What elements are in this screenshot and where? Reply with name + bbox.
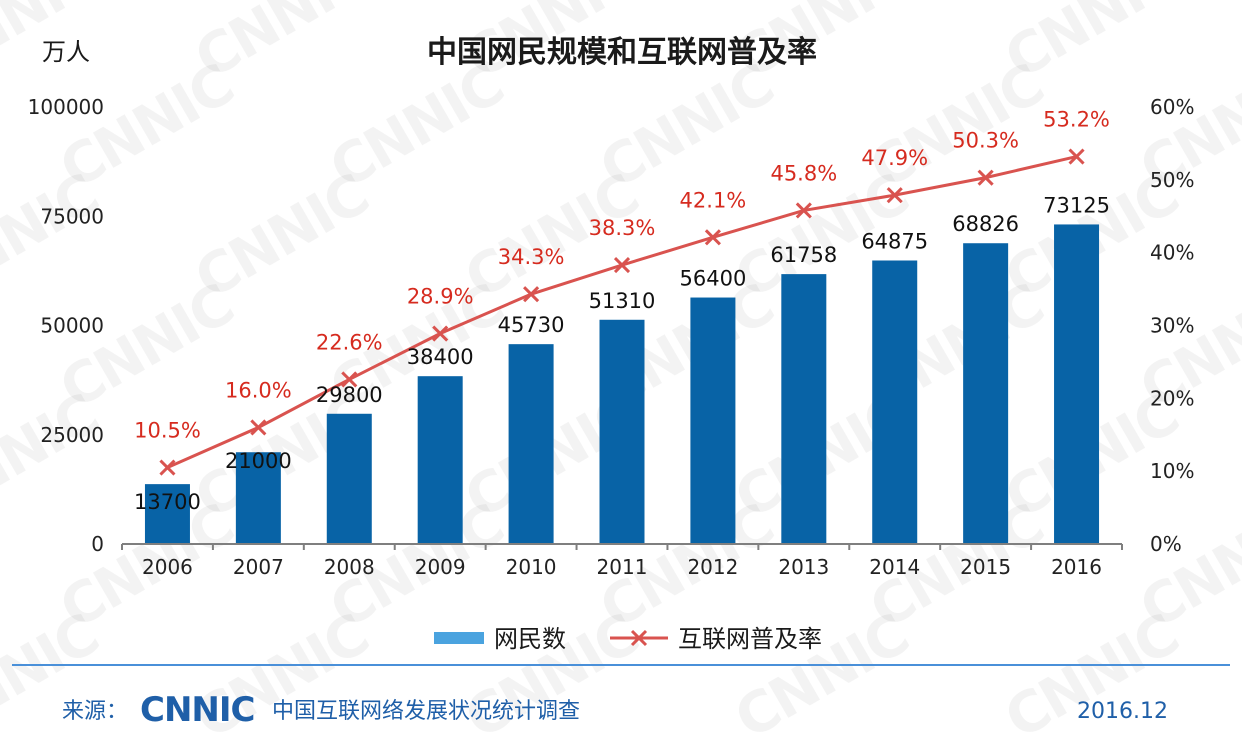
bar-value-label: 38400 bbox=[407, 345, 474, 369]
bar-value-label: 29800 bbox=[316, 383, 383, 407]
x-tick-label: 2016 bbox=[1051, 555, 1102, 579]
left-tick-label: 25000 bbox=[40, 423, 104, 447]
line-value-label: 50.3% bbox=[952, 129, 1019, 153]
bar-value-label: 51310 bbox=[589, 289, 656, 313]
legend-line-label: 互联网普及率 bbox=[678, 625, 822, 653]
x-tick-label: 2006 bbox=[142, 555, 193, 579]
bar-value-label: 61758 bbox=[770, 243, 837, 267]
right-tick-label: 0% bbox=[1150, 532, 1182, 556]
right-tick-label: 30% bbox=[1150, 314, 1194, 338]
x-tick-label: 2011 bbox=[597, 555, 648, 579]
x-tick-label: 2012 bbox=[687, 555, 738, 579]
line-value-label: 38.3% bbox=[589, 216, 656, 240]
line-value-label: 22.6% bbox=[316, 330, 383, 354]
line-value-label: 10.5% bbox=[134, 419, 201, 443]
line-marker bbox=[523, 286, 540, 303]
bar-value-label: 13700 bbox=[134, 490, 201, 514]
right-tick-label: 50% bbox=[1150, 168, 1194, 192]
legend-line-marker bbox=[630, 629, 648, 647]
bar-value-label: 73125 bbox=[1043, 193, 1110, 217]
bar-value-label: 21000 bbox=[225, 449, 292, 473]
bar bbox=[508, 344, 554, 544]
x-tick-label: 2008 bbox=[324, 555, 375, 579]
line-marker bbox=[1068, 148, 1085, 165]
right-tick-label: 40% bbox=[1150, 241, 1194, 265]
x-tick-label: 2009 bbox=[415, 555, 466, 579]
x-tick-label: 2015 bbox=[960, 555, 1011, 579]
watermark-text: CNNIC bbox=[725, 602, 919, 738]
bar bbox=[417, 376, 463, 544]
left-tick-label: 75000 bbox=[40, 204, 104, 228]
bar-value-label: 68826 bbox=[952, 212, 1019, 236]
line-marker bbox=[977, 169, 994, 186]
bar-value-label: 56400 bbox=[680, 267, 747, 291]
bar-value-label: 45730 bbox=[498, 313, 565, 337]
line-series bbox=[159, 148, 1085, 476]
bar bbox=[872, 260, 918, 544]
line-marker bbox=[250, 419, 267, 436]
line-marker bbox=[795, 202, 812, 219]
source-label: 来源： bbox=[62, 699, 128, 724]
bar-value-labels: 13700 21000 29800 38400 45730 51310 56400 61758… bbox=[134, 193, 1110, 514]
left-axis-ticks: 0 25000 50000 75000 100000 bbox=[28, 95, 104, 556]
line-marker bbox=[159, 459, 176, 476]
source-text: 中国互联网络发展状况统计调查 bbox=[272, 699, 580, 724]
bar bbox=[963, 243, 1009, 544]
line-value-label: 47.9% bbox=[861, 146, 928, 170]
line-marker bbox=[704, 229, 721, 246]
bar bbox=[599, 319, 645, 544]
x-tick-label: 2013 bbox=[778, 555, 829, 579]
report-date: 2016.12 bbox=[1077, 699, 1168, 724]
bar bbox=[144, 484, 190, 544]
line-value-label: 34.3% bbox=[498, 245, 565, 269]
x-tick-label: 2007 bbox=[233, 555, 284, 579]
right-tick-label: 60% bbox=[1150, 95, 1194, 119]
x-tick-label: 2010 bbox=[506, 555, 557, 579]
line-marker bbox=[341, 371, 358, 388]
x-axis-labels: 2006 2007 2008 2009 2010 2011 2012 2013 2014 2015… bbox=[121, 544, 1123, 579]
bar-value-label: 64875 bbox=[861, 229, 928, 253]
legend-bar-label: 网民数 bbox=[494, 625, 566, 653]
left-axis-unit: 万人 bbox=[42, 38, 90, 66]
bar bbox=[781, 274, 827, 544]
left-tick-label: 0 bbox=[91, 532, 104, 556]
legend: 网民数 互联网普及率 bbox=[434, 625, 822, 653]
legend-bar-swatch bbox=[434, 632, 484, 644]
right-tick-label: 20% bbox=[1150, 386, 1194, 410]
right-tick-label: 10% bbox=[1150, 459, 1194, 483]
left-tick-label: 100000 bbox=[28, 95, 104, 119]
bar bbox=[235, 452, 281, 544]
left-tick-label: 50000 bbox=[40, 314, 104, 338]
bar bbox=[1054, 224, 1100, 544]
bar bbox=[690, 297, 736, 544]
line-value-label: 42.1% bbox=[680, 188, 747, 212]
bar-series bbox=[144, 224, 1100, 544]
line-value-label: 45.8% bbox=[770, 161, 837, 185]
line-marker bbox=[886, 187, 903, 204]
line-marker bbox=[613, 256, 631, 274]
x-tick-label: 2014 bbox=[869, 555, 920, 579]
bar bbox=[326, 413, 372, 544]
line-value-label: 16.0% bbox=[225, 378, 292, 402]
cnnic-logo: CNNIC bbox=[140, 690, 254, 730]
chart-title: 中国网民规模和互联网普及率 bbox=[427, 35, 817, 70]
line-value-label: 28.9% bbox=[407, 285, 474, 309]
line-value-labels: 10.5% 16.0% 22.6% 28.9% 34.3% 38.3% 42.1% 45.8%… bbox=[134, 108, 1110, 443]
line-value-label: 53.2% bbox=[1043, 108, 1110, 132]
right-axis-ticks: 0% 10% 20% 30% 40% 50% 60% bbox=[1150, 95, 1194, 556]
line-marker bbox=[432, 325, 449, 342]
